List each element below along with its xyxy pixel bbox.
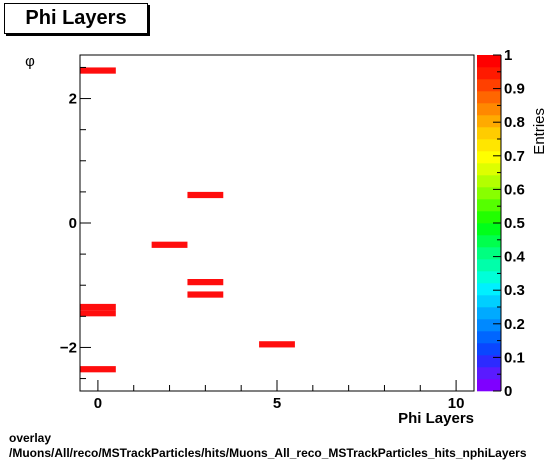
axes: 0 5 10 −2 0 2 [60,66,465,412]
plot-frame [79,54,475,392]
color-bar-segment [477,139,501,152]
footer-line-2: /Muons/All/reco/MSTrackParticles/hits/Mu… [9,446,527,460]
color-bar-tick-label: 0 [504,383,512,400]
color-bar-segment [477,355,501,368]
color-bar-segment [477,367,501,380]
color-bar-segment [477,343,501,356]
color-bar-tick-label: 0.4 [504,249,526,266]
color-bar-segment [477,67,501,80]
color-bar-segment [477,295,501,308]
heatmap-cells [80,67,295,373]
color-bar-tick-label: 0.3 [504,282,525,299]
color-bar-segment [477,103,501,116]
heatmap-cell-3 [80,366,116,373]
y-tick-label: 0 [69,215,77,232]
color-bar: 0 0.1 0.2 0.3 0.4 0.5 0.6 0.7 0.8 0.9 1 [477,47,526,400]
color-bar-segment [477,307,501,320]
color-bar-tick-label: 1 [504,47,512,64]
color-bar-segment [477,175,501,188]
heatmap-cell-5 [187,191,224,199]
color-bar-segment [477,187,501,200]
color-bar-segment [477,331,501,344]
color-bar-segment [477,79,501,92]
color-bar-segment [477,163,501,176]
color-bar-segment [477,271,501,284]
color-bar-segment [477,259,501,272]
heatmap-cell-1 [80,303,116,311]
color-bar-segment [477,379,501,392]
z-axis-title: Entries [531,108,546,155]
heatmap-cell-8 [259,341,295,348]
x-tick-label: 10 [448,395,465,412]
color-bar-segment [477,199,501,212]
phi-layers-heatmap: 0 5 10 −2 0 2 φ Phi Layers 0 0.1 0.2 0.3 0.4 0.5 0.… [25,47,546,427]
y-axis-title: φ [25,53,35,70]
color-bar-tick-label: 0.8 [504,114,525,131]
color-bar-segment [477,235,501,248]
color-bar-tick-label: 0.7 [504,148,525,165]
y-tick-label: −2 [60,339,77,356]
color-bar-segment [477,283,501,296]
color-bar-tick-label: 0.6 [504,181,525,198]
x-tick-label: 5 [273,395,281,412]
heatmap-cell-7 [187,291,224,298]
x-axis-title: Phi Layers [398,410,474,427]
color-bar-tick-label: 0.2 [504,316,525,333]
color-bar-segment [477,151,501,164]
color-bar-segment [477,247,501,260]
heatmap-cell-2 [80,310,116,317]
color-bar-tick-label: 0.9 [504,81,525,98]
x-tick-label: 0 [94,395,102,412]
color-bar-segment [477,127,501,140]
color-bar-segment [477,55,501,68]
color-bar-segment [477,115,501,128]
y-tick-label: 2 [69,91,77,108]
heatmap-cell-4 [151,241,188,248]
color-bar-tick-label: 0.5 [504,215,525,232]
color-bar-segment [477,319,501,332]
histogram-title: Phi Layers [4,3,148,34]
heatmap-cell-0 [80,67,116,74]
color-bar-tick-label: 0.1 [504,349,525,366]
heatmap-cell-6 [187,279,224,286]
color-bar-segment [477,223,501,236]
color-bar-segment [477,91,501,104]
color-bar-segment [477,211,501,224]
footer-line-1: overlay [9,431,52,445]
